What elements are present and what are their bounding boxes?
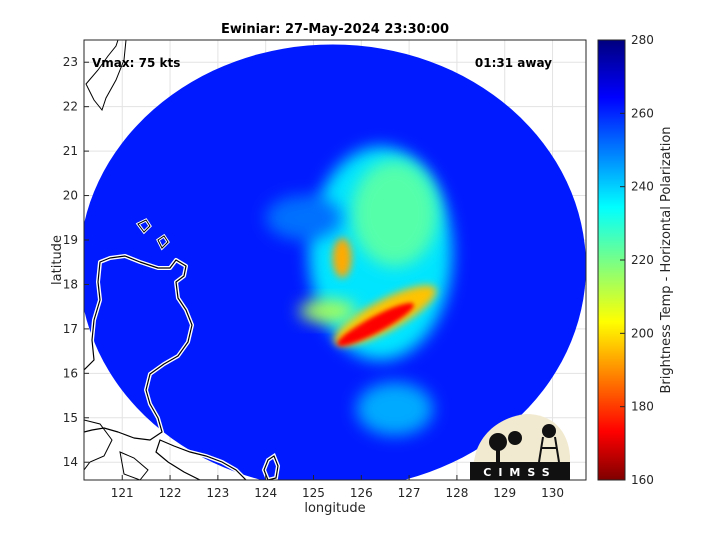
x-tick-label-125: 125 [302, 486, 325, 500]
logo-text: CIMSS [483, 466, 556, 479]
colorbar: 160 180 200 220 240 260 280 Brightness Temp - … [597, 33, 674, 487]
colorbar-tick-label-240: 240 [631, 180, 654, 194]
logo-dish-2 [508, 431, 522, 445]
feature-spiral_band-1 [351, 160, 438, 267]
colorbar-tick-label-220: 220 [631, 253, 654, 267]
coastline-babuyan-1-edge [137, 219, 151, 233]
feature-south_band-6 [356, 382, 434, 436]
plot-area: 121 122 123 124 125 126 127 128 129 130 141516171… [63, 39, 587, 500]
time-away-label: 01:31 away [475, 56, 552, 70]
axes-frame [83, 39, 587, 481]
colorbar-title: Brightness Temp - Horizontal Polarizatio… [659, 126, 674, 393]
y-tick-label-17: 17 [63, 322, 78, 336]
coastline-samar [155, 439, 247, 480]
x-tick-label-128: 128 [445, 486, 468, 500]
colorbar-tick-label-260: 260 [631, 106, 654, 120]
x-axis-title: longitude [304, 501, 365, 516]
logo-band [470, 462, 570, 480]
colorbar-tick-label-280: 280 [631, 33, 654, 47]
chart-title: Ewiniar: 27-May-2024 23:30:00 [221, 22, 449, 37]
x-tick-label-121: 121 [111, 486, 134, 500]
coastline-babuyan-2-edge [157, 235, 169, 249]
logo-dish-1 [489, 433, 507, 451]
x-tick-label-130: 130 [541, 486, 564, 500]
feature-outer_band-5 [299, 300, 357, 323]
swath-layer [84, 44, 586, 480]
feature-eyewall_arc-4 [332, 237, 352, 278]
y-tick-label-23: 23 [63, 55, 78, 69]
colorbar-tick-label-160: 160 [631, 473, 654, 487]
x-tick-label-126: 126 [350, 486, 373, 500]
coastline-panay [119, 451, 149, 480]
colorbar-tick-label-200: 200 [631, 326, 654, 340]
colorbar-tick-label-180: 180 [631, 400, 654, 414]
x-tick-label-122: 122 [159, 486, 182, 500]
x-tick-label-129: 129 [493, 486, 516, 500]
colorbar-ticks: 160 180 200 220 240 260 280 [620, 33, 654, 487]
cimss-logo: CIMSS [470, 414, 570, 480]
logo-dish-stand [496, 448, 500, 462]
x-ticks: 121 122 123 124 125 126 127 128 129 130 [111, 475, 564, 500]
y-ticks: 14 15 16 17 18 19 20 21 22 23 [63, 55, 89, 469]
y-tick-label-21: 21 [63, 144, 78, 158]
y-axis-title: latitude [50, 235, 65, 285]
coastline-leyte [263, 455, 279, 480]
logo-tower-tank [542, 424, 556, 438]
logo-tower-legs [538, 436, 560, 463]
y-tick-label-14: 14 [63, 455, 78, 469]
vmax-label: Vmax: 75 kts [92, 56, 180, 70]
coastline-mindoro [84, 419, 113, 471]
y-tick-label-19: 19 [63, 233, 78, 247]
coastline-luzon [84, 255, 193, 441]
y-tick-label-16: 16 [63, 366, 78, 380]
coastlines [84, 40, 281, 480]
y-tick-label-15: 15 [63, 411, 78, 425]
feature-eyewall_core-3 [337, 303, 414, 346]
coastline-taiwan [85, 40, 127, 112]
y-tick-label-20: 20 [63, 189, 78, 203]
y-tick-label-18: 18 [63, 277, 78, 291]
x-tick-label-123: 123 [206, 486, 229, 500]
y-tick-label-22: 22 [63, 100, 78, 114]
x-tick-label-124: 124 [254, 486, 277, 500]
x-tick-label-127: 127 [398, 486, 421, 500]
feature-cold_cloud-7 [265, 195, 343, 240]
